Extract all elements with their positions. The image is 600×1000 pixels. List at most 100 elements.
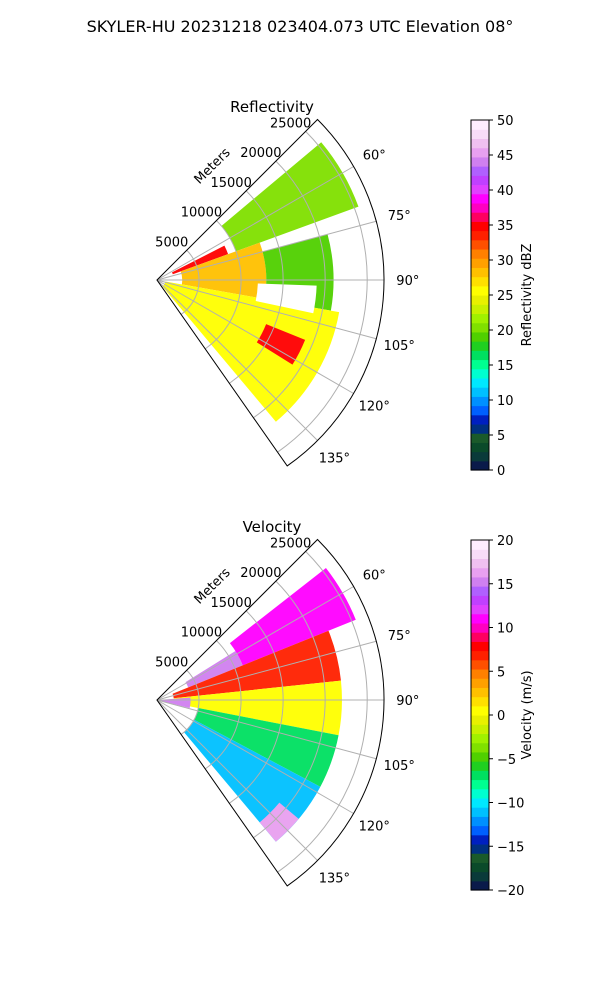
colorbar-swatch — [471, 742, 489, 753]
colorbar-swatch — [471, 668, 489, 679]
panel-title: Reflectivity — [230, 98, 314, 116]
data-field — [158, 568, 356, 842]
colorbar-swatch — [471, 147, 489, 158]
colorbar-swatch — [471, 880, 489, 891]
data-region — [172, 630, 341, 699]
colorbar-swatch — [471, 258, 489, 268]
colorbar-swatch — [471, 387, 489, 397]
colorbar-swatch — [471, 423, 489, 434]
azimuth-tick-label: 135° — [319, 451, 350, 466]
colorbar-swatch — [471, 368, 489, 379]
azimuth-tick-label: 75° — [388, 629, 411, 644]
colorbar-swatch — [471, 834, 489, 845]
azimuth-tick-label: 105° — [384, 759, 415, 774]
panel-title: Velocity — [243, 518, 302, 536]
colorbar-swatch — [471, 248, 489, 259]
data-region — [229, 568, 356, 666]
colorbar-swatch — [471, 396, 489, 407]
grid-ring — [204, 220, 242, 350]
panel-reflectivity: Reflectivity500010000150002000025000Mete… — [155, 98, 535, 479]
colorbar-swatch — [471, 184, 489, 195]
colorbar-swatch — [471, 442, 489, 453]
colorbar-tick-label: −15 — [497, 840, 524, 855]
radial-tick-label: 10000 — [181, 206, 222, 221]
colorbar-swatch — [471, 724, 489, 735]
grid-spoke — [156, 220, 377, 281]
colorbar-tick-label: −10 — [497, 797, 524, 812]
colorbar-swatch — [471, 156, 489, 167]
colorbar-label: Velocity (m/s) — [520, 670, 535, 759]
colorbar-tick-label: 20 — [497, 534, 514, 549]
colorbar-swatch — [471, 678, 489, 688]
radial-tick-label: 5000 — [155, 235, 188, 250]
colorbar-swatch — [471, 202, 489, 213]
colorbar-swatch — [471, 770, 489, 781]
colorbar-tick-label: 10 — [497, 394, 514, 409]
colorbar-swatch — [471, 788, 489, 799]
colorbar-swatch — [471, 451, 489, 462]
colorbar-swatch — [471, 331, 489, 342]
colorbar-swatch — [471, 433, 489, 443]
colorbar-tick-label: 45 — [497, 149, 514, 164]
grid-ring — [253, 160, 326, 419]
data-region — [171, 245, 229, 275]
colorbar-swatch — [471, 632, 489, 642]
grid-ring — [277, 131, 368, 453]
grid-spoke — [156, 166, 354, 281]
colorbar-tick-label: −5 — [497, 753, 516, 768]
azimuth-tick-label: 90° — [396, 274, 419, 289]
azimuth-tick-label: 75° — [388, 209, 411, 224]
radial-tick-label: 10000 — [181, 626, 222, 641]
colorbar-swatch — [471, 120, 489, 130]
colorbar-swatch — [471, 604, 489, 615]
data-region — [194, 708, 339, 787]
colorbar-swatch — [471, 650, 489, 661]
colorbar-swatch — [471, 405, 489, 416]
colorbar-swatch — [471, 816, 489, 827]
grid-ring — [277, 551, 368, 873]
colorbar-swatch — [471, 460, 489, 471]
colorbar-swatch — [471, 705, 489, 716]
data-region — [256, 324, 306, 365]
colorbar-swatch — [471, 313, 489, 324]
colorbar-swatch — [471, 576, 489, 587]
data-region — [173, 680, 342, 736]
colorbar-swatch — [471, 595, 489, 606]
colorbar-swatch — [471, 761, 489, 771]
sector-frame — [156, 538, 385, 887]
radial-tick-label: 25000 — [270, 536, 311, 551]
azimuth-tick-label: 120° — [359, 819, 390, 834]
grid-ring — [180, 249, 200, 315]
azimuth-tick-label: 60° — [363, 149, 386, 164]
colorbar-tick-label: 15 — [497, 359, 514, 374]
radar-panels: Reflectivity500010000150002000025000Mete… — [155, 98, 535, 899]
colorbar-swatch — [471, 779, 489, 790]
azimuth-tick-label: 90° — [396, 694, 419, 709]
colorbar-tick-label: 10 — [497, 622, 514, 637]
colorbar-swatch — [471, 322, 489, 333]
colorbar-swatch — [471, 862, 489, 873]
colorbar-swatch — [471, 341, 489, 351]
colorbar-swatch — [471, 549, 489, 560]
colorbar-swatch — [471, 540, 489, 550]
colorbar-swatch — [471, 825, 489, 836]
colorbar-swatch — [471, 239, 489, 250]
colorbar-swatch — [471, 641, 489, 652]
figure-title: SKYLER-HU 20231218 023404.073 UTC Elevat… — [87, 17, 514, 36]
radial-tick-label: 15000 — [210, 176, 251, 191]
grid-spoke — [156, 640, 377, 701]
colorbar-tick-label: 35 — [497, 219, 514, 234]
colorbar-swatch — [471, 175, 489, 186]
colorbar-tick-label: 15 — [497, 578, 514, 593]
colorbar-swatch — [471, 807, 489, 817]
sector-frame — [156, 118, 385, 467]
grid-ring — [204, 640, 242, 770]
colorbar-tick-label: 50 — [497, 114, 514, 129]
colorbar-swatch — [471, 230, 489, 241]
grid-spoke — [156, 279, 377, 340]
colorbar-swatch — [471, 659, 489, 670]
azimuth-tick-label: 60° — [363, 569, 386, 584]
data-region — [185, 650, 243, 688]
grid-spoke — [156, 699, 377, 760]
